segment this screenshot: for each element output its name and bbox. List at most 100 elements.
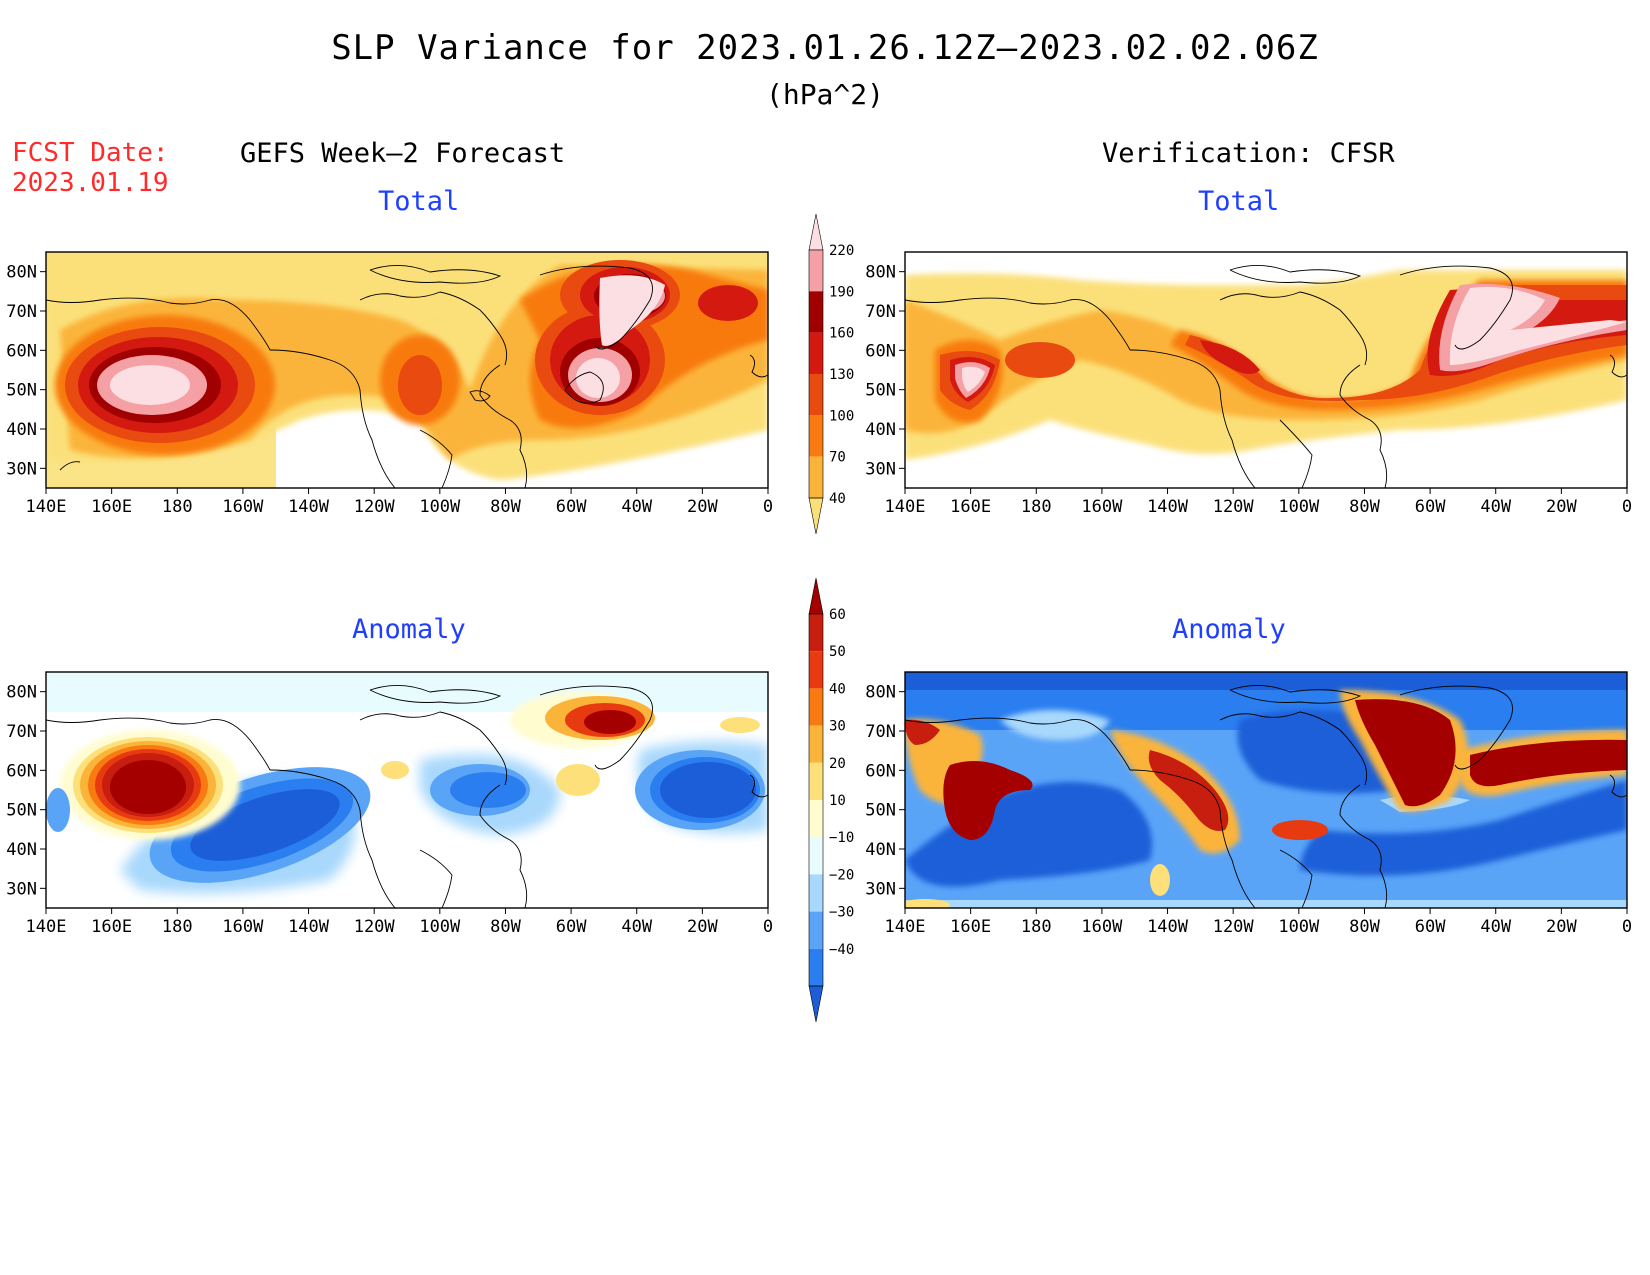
panel-title-verification-anomaly: Anomaly [1172,614,1286,645]
y-tick-label: 30N [6,879,37,899]
colorbar-box [809,456,823,498]
colorbar-box [809,614,823,652]
colorbar-outline [808,613,824,987]
forecast-date-value: 2023.01.19 [12,168,169,198]
x-tick-label: 40W [1480,497,1511,517]
y-tick-label: 40N [865,840,896,860]
x-tick-label: 80W [1349,497,1380,517]
x-tick-label: 140W [1147,497,1189,517]
y-tick-label: 70N [6,722,37,742]
colorbar-box [809,874,823,912]
y-tick-label: 30N [865,459,896,479]
x-tick-label: 120W [354,917,396,937]
x-tick-label: 60W [1415,497,1446,517]
x-tick-label: 0 [1622,917,1632,937]
colorbar-level-label: 60 [829,607,846,623]
colorbar-box [809,291,823,333]
x-tick-label: 40W [621,917,652,937]
x-tick-label: 160E [91,497,132,517]
x-tick-label: 140E [26,917,67,937]
x-tick-label: 120W [1213,497,1255,517]
y-tick-label: 50N [6,381,37,401]
panel-title-forecast-anomaly: Anomaly [352,614,466,645]
forecast-date-label: FCST Date: [12,138,169,168]
colorbar-level-label: −20 [829,867,854,883]
colorbar-level-label: −30 [829,905,854,921]
y-tick-label: 60N [6,761,37,781]
colorbar-level-label: 160 [829,326,854,342]
x-tick-label: 80W [490,497,521,517]
y-tick-label: 80N [6,683,37,703]
x-tick-label: 20W [1546,497,1577,517]
colorbar-level-label: 10 [829,793,846,809]
panel-title-forecast-total: Total [378,186,460,217]
map-frame [904,671,1628,909]
colorbar-outline [808,249,824,499]
colorbar-lower-triangle [808,985,824,1023]
x-tick-label: 60W [556,497,587,517]
colorbar-box [809,374,823,416]
colorbar-level-label: 190 [829,284,854,300]
colorbar-level-label: 50 [829,644,846,660]
colorbar-box [809,837,823,875]
units-label: (hPa^2) [765,78,884,111]
colorbar-level-label: 220 [829,243,854,259]
y-tick-label: 60N [6,341,37,361]
x-tick-label: 180 [1021,497,1052,517]
y-tick-label: 80N [865,263,896,283]
axes-layer: 140E 160E 180 160W 140W 120W 100W 80W 60W 40W 20W 0… [6,263,1632,937]
y-tick-label: 40N [6,420,37,440]
x-tick-label: 100W [1278,917,1320,937]
shaded-field [46,672,768,894]
colorbar-total: 220 190 160 130 100 70 40 [808,213,854,535]
x-tick-label: 20W [687,917,718,937]
colorbar-anomaly: 60 50 40 30 20 10 −10 −20 −30 −40 [808,577,854,1023]
x-tick-label: 180 [1021,917,1052,937]
x-tick-label: 140W [288,497,330,517]
y-tick-label: 40N [6,840,37,860]
y-tick-label: 70N [6,302,37,322]
x-tick-label: 40W [621,497,652,517]
main-title: SLP Variance for 2023.01.26.12Z–2023.02.… [331,28,1319,68]
y-tick-label: 50N [865,801,896,821]
y-tick-label: 50N [6,801,37,821]
colorbar-level-label: 70 [829,450,846,466]
shaded-field [46,252,768,488]
colorbar-level-label: 130 [829,367,854,383]
x-tick-label: 160E [950,497,991,517]
shaded-field [905,270,1627,460]
x-tick-label: 160W [222,497,264,517]
coastlines [46,685,768,908]
x-tick-label: 60W [1415,917,1446,937]
map-panel-verification-anomaly [904,671,1628,909]
x-tick-label: 140W [288,917,330,937]
y-tick-label: 80N [865,683,896,703]
x-tick-label: 140E [26,497,67,517]
forecast-date: FCST Date: 2023.01.19 [12,138,169,198]
colorbar-box [809,725,823,763]
coastlines [905,265,1627,488]
map-frame [45,251,769,489]
map-panel-verification-total [904,251,1628,489]
map-panel-forecast-anomaly [45,671,769,909]
colorbar-box [809,688,823,726]
colorbar-box [809,651,823,689]
y-tick-label: 60N [865,761,896,781]
y-tick-label: 70N [865,722,896,742]
x-tick-label: 60W [556,917,587,937]
colorbar-level-label: 20 [829,756,846,772]
map-frame [904,251,1628,489]
colorbar-level-label: 30 [829,719,846,735]
colorbar-level-label: −10 [829,830,854,846]
x-tick-label: 180 [162,917,193,937]
y-tick-label: 60N [865,341,896,361]
column-title-forecast: GEFS Week–2 Forecast [240,138,566,169]
x-tick-label: 0 [763,917,773,937]
x-tick-label: 160W [1081,497,1123,517]
x-tick-label: 180 [162,497,193,517]
y-tick-label: 40N [865,420,896,440]
panel-title-verification-total: Total [1198,186,1280,217]
x-tick-label: 160E [91,917,132,937]
colorbar-upper-triangle [808,213,824,251]
